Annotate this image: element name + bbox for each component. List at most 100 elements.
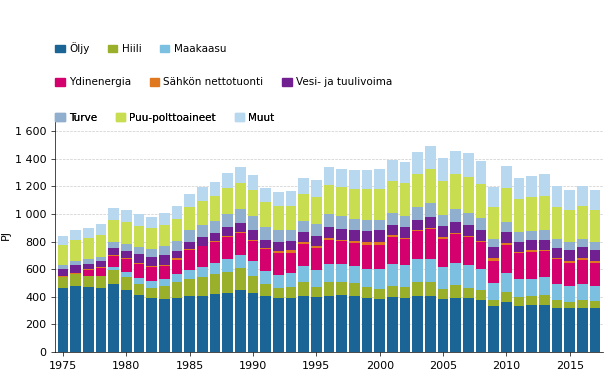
Bar: [298, 194, 309, 221]
Bar: [488, 300, 499, 306]
Bar: [70, 240, 81, 261]
Bar: [83, 264, 93, 269]
Bar: [133, 226, 145, 247]
Bar: [387, 237, 398, 264]
Bar: [463, 225, 474, 236]
Bar: [475, 219, 486, 230]
Bar: [260, 271, 271, 284]
Bar: [235, 233, 246, 255]
Bar: [501, 292, 512, 302]
Bar: [248, 241, 258, 261]
Bar: [95, 235, 106, 256]
Bar: [501, 167, 512, 188]
Bar: [235, 167, 246, 183]
Bar: [349, 170, 360, 189]
Bar: [362, 245, 373, 269]
Bar: [590, 286, 600, 301]
Bar: [248, 293, 258, 352]
Bar: [146, 281, 157, 288]
Bar: [235, 223, 246, 232]
Bar: [210, 241, 220, 242]
Bar: [285, 253, 296, 273]
Bar: [235, 183, 246, 208]
Bar: [590, 261, 600, 263]
Bar: [412, 282, 423, 296]
Bar: [58, 269, 68, 276]
Bar: [210, 233, 220, 241]
Bar: [70, 286, 81, 352]
Bar: [577, 247, 588, 258]
Bar: [362, 287, 373, 298]
Bar: [133, 284, 145, 295]
Bar: [526, 279, 537, 296]
Bar: [260, 249, 271, 271]
Bar: [285, 273, 296, 287]
Bar: [375, 242, 385, 245]
Bar: [146, 288, 157, 298]
Bar: [590, 242, 600, 250]
Bar: [425, 258, 436, 282]
Bar: [412, 258, 423, 282]
Bar: [159, 246, 170, 255]
Bar: [336, 295, 347, 352]
Bar: [539, 230, 550, 240]
Bar: [463, 177, 474, 213]
Bar: [387, 225, 398, 235]
Bar: [184, 270, 195, 279]
Bar: [463, 213, 474, 225]
Bar: [285, 191, 296, 206]
Bar: [311, 287, 322, 297]
Bar: [463, 288, 474, 298]
Bar: [362, 269, 373, 287]
Bar: [260, 227, 271, 240]
Bar: [260, 240, 271, 248]
Bar: [552, 258, 563, 259]
Bar: [577, 206, 588, 239]
Bar: [159, 279, 170, 286]
Bar: [323, 228, 335, 239]
Bar: [146, 256, 157, 265]
Bar: [311, 248, 322, 271]
Bar: [159, 286, 170, 299]
Bar: [577, 239, 588, 247]
Bar: [121, 277, 132, 290]
Bar: [387, 213, 398, 225]
Bar: [501, 243, 512, 245]
Bar: [438, 289, 448, 299]
Bar: [590, 250, 600, 261]
Bar: [539, 174, 550, 196]
Bar: [83, 228, 93, 238]
Bar: [552, 186, 563, 207]
Bar: [311, 271, 322, 287]
Bar: [514, 252, 525, 253]
Bar: [83, 269, 93, 270]
Bar: [501, 188, 512, 222]
Bar: [438, 226, 448, 237]
Bar: [425, 203, 436, 217]
Y-axis label: PJ: PJ: [1, 230, 10, 240]
Bar: [273, 192, 284, 206]
Bar: [514, 297, 525, 306]
Bar: [514, 232, 525, 242]
Bar: [260, 202, 271, 227]
Bar: [222, 228, 233, 236]
Bar: [387, 285, 398, 297]
Bar: [121, 251, 132, 258]
Bar: [552, 283, 563, 300]
Bar: [58, 289, 68, 352]
Bar: [197, 187, 208, 201]
Bar: [336, 240, 347, 241]
Bar: [412, 174, 423, 207]
Bar: [95, 267, 106, 268]
Bar: [197, 296, 208, 352]
Bar: [577, 186, 588, 206]
Bar: [336, 264, 347, 282]
Bar: [83, 287, 93, 352]
Bar: [146, 228, 157, 249]
Bar: [95, 276, 106, 288]
Bar: [552, 259, 563, 283]
Bar: [121, 290, 132, 352]
Bar: [400, 287, 410, 298]
Bar: [311, 197, 322, 224]
Bar: [159, 225, 170, 246]
